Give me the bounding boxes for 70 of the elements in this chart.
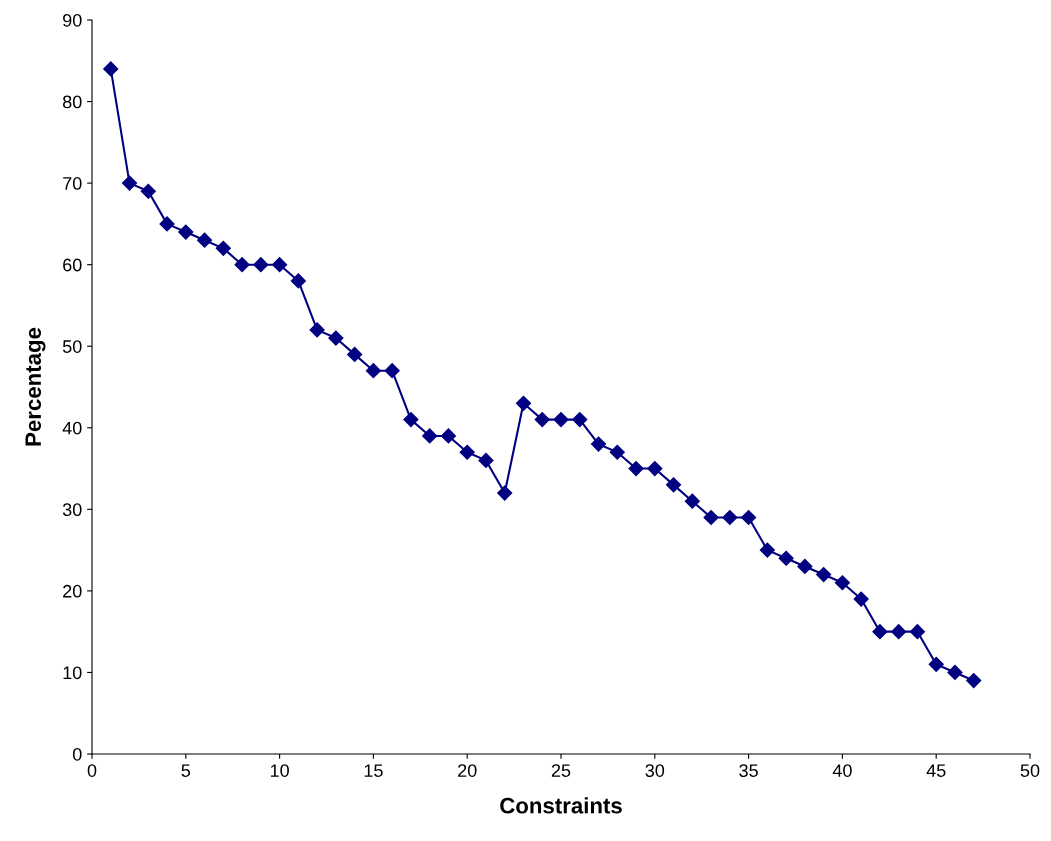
y-tick-label: 80 bbox=[62, 95, 82, 109]
point bbox=[290, 273, 306, 289]
x-tick-label: 0 bbox=[87, 764, 97, 777]
y-tick-label: 10 bbox=[63, 666, 82, 680]
y-tick-label: 0 bbox=[72, 747, 82, 761]
point bbox=[722, 509, 738, 526]
x-tick-label: 45 bbox=[926, 764, 946, 777]
point bbox=[309, 322, 325, 338]
y-tick-label: 30 bbox=[62, 503, 82, 517]
point bbox=[234, 257, 250, 273]
y-tick-label: 70 bbox=[63, 177, 82, 190]
point bbox=[103, 61, 119, 77]
point bbox=[590, 436, 607, 452]
point bbox=[347, 346, 363, 362]
x-tick-label: 20 bbox=[458, 764, 477, 777]
point bbox=[422, 428, 438, 444]
point bbox=[178, 224, 194, 240]
point bbox=[872, 624, 888, 640]
y-tick-label: 40 bbox=[62, 421, 82, 435]
point bbox=[497, 485, 513, 501]
x-tick-label: 35 bbox=[739, 764, 758, 777]
point bbox=[253, 257, 269, 273]
point bbox=[816, 567, 832, 583]
y-tick-label: 20 bbox=[63, 584, 82, 598]
point bbox=[647, 460, 663, 477]
point bbox=[140, 183, 156, 199]
y-tick-label: 60 bbox=[63, 258, 82, 272]
x-tick-label: 50 bbox=[1020, 764, 1040, 777]
point bbox=[909, 624, 926, 640]
x-tick-label: 15 bbox=[364, 764, 383, 777]
point bbox=[665, 477, 682, 493]
point bbox=[966, 673, 982, 689]
point bbox=[515, 395, 532, 411]
point bbox=[478, 452, 494, 468]
point bbox=[196, 232, 213, 248]
point bbox=[553, 412, 569, 428]
x-tick-label: 5 bbox=[181, 764, 191, 777]
point bbox=[797, 558, 813, 574]
point bbox=[384, 363, 400, 379]
y-tick-label: 50 bbox=[62, 340, 82, 353]
point bbox=[947, 664, 963, 681]
point bbox=[609, 444, 625, 460]
point bbox=[365, 363, 381, 379]
x-axis-title: Constraints bbox=[500, 797, 622, 814]
point bbox=[272, 257, 288, 273]
point bbox=[778, 550, 794, 566]
point bbox=[853, 591, 869, 607]
y-axis-title: Percentage bbox=[25, 327, 46, 446]
point bbox=[215, 240, 231, 256]
point bbox=[121, 175, 138, 191]
point bbox=[928, 656, 944, 672]
x-tick-label: 25 bbox=[551, 764, 571, 777]
point bbox=[459, 444, 475, 460]
point bbox=[159, 216, 175, 232]
point bbox=[440, 428, 457, 444]
point bbox=[572, 412, 588, 428]
point bbox=[684, 493, 700, 509]
point bbox=[403, 412, 419, 428]
point bbox=[534, 412, 550, 428]
point bbox=[891, 624, 907, 640]
x-tick-label: 10 bbox=[270, 764, 289, 777]
x-tick-label: 30 bbox=[645, 764, 665, 777]
point bbox=[328, 330, 344, 346]
point bbox=[628, 460, 644, 477]
x-tick-label: 40 bbox=[832, 764, 852, 777]
point bbox=[834, 575, 850, 591]
y-tick-label: 90 bbox=[63, 13, 82, 27]
point bbox=[741, 509, 757, 526]
point bbox=[759, 542, 775, 558]
point bbox=[703, 509, 719, 526]
